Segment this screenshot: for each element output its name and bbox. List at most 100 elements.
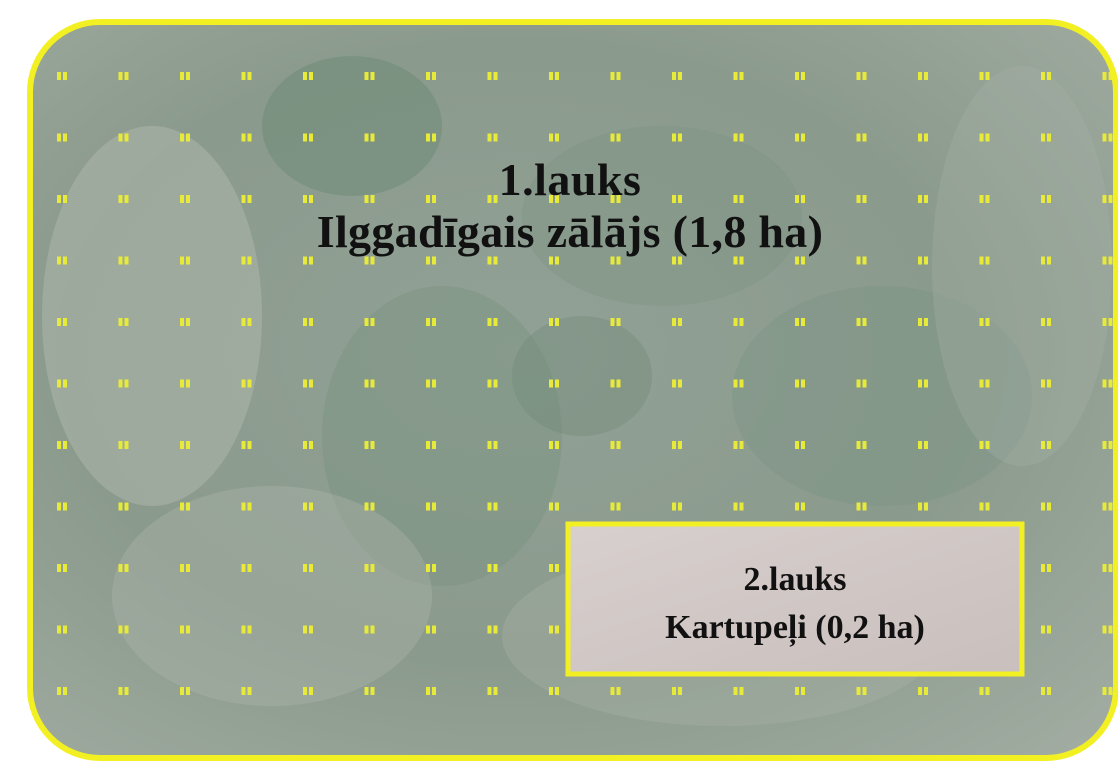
- sample-point-marker: [733, 441, 744, 449]
- sample-point-marker: [795, 379, 805, 388]
- sample-point-marker: [118, 502, 129, 511]
- sample-point-marker: [1102, 687, 1113, 695]
- sample-point-marker: [1041, 133, 1051, 142]
- sample-point-marker: [1102, 379, 1113, 388]
- sample-point-marker: [487, 72, 498, 80]
- sample-point-marker: [672, 379, 682, 388]
- sample-point-marker: [672, 256, 682, 265]
- sample-point-marker: [672, 318, 682, 326]
- sample-point-marker: [549, 256, 559, 265]
- sample-point-marker: [979, 502, 990, 511]
- sample-point-marker: [1041, 687, 1051, 695]
- sample-point-marker: [733, 379, 744, 388]
- sample-point-marker: [364, 687, 375, 695]
- sample-point-marker: [364, 441, 375, 449]
- sample-point-marker: [426, 625, 436, 634]
- sample-point-marker: [241, 256, 252, 265]
- sample-point-marker: [795, 502, 805, 511]
- sample-point-marker: [426, 441, 436, 449]
- sample-point-marker: [1041, 318, 1051, 326]
- sample-point-marker: [549, 318, 559, 326]
- sample-point-marker: [118, 195, 129, 203]
- sample-point-marker: [57, 502, 67, 511]
- sample-point-marker: [487, 441, 498, 449]
- sample-point-marker: [118, 625, 129, 634]
- sample-point-marker: [610, 256, 621, 265]
- sample-point-marker: [487, 564, 498, 572]
- sample-point-marker: [1102, 564, 1113, 572]
- sample-point-marker: [180, 502, 190, 511]
- sample-point-marker: [118, 564, 129, 572]
- sample-point-marker: [856, 318, 867, 326]
- sample-point-marker: [918, 72, 928, 80]
- sample-point-marker: [57, 133, 67, 142]
- sample-point-marker: [918, 256, 928, 265]
- sample-point-marker: [303, 195, 313, 203]
- sample-point-marker: [549, 72, 559, 80]
- sample-point-marker: [364, 318, 375, 326]
- sample-point-marker: [1041, 379, 1051, 388]
- sample-point-marker: [979, 195, 990, 203]
- sample-point-marker: [118, 72, 129, 80]
- sample-point-marker: [918, 687, 928, 695]
- sample-point-marker: [241, 379, 252, 388]
- sample-point-marker: [1102, 625, 1113, 634]
- sample-point-marker: [303, 379, 313, 388]
- sample-point-marker: [180, 441, 190, 449]
- sample-point-marker: [856, 256, 867, 265]
- sample-point-marker: [426, 564, 436, 572]
- sample-point-marker: [672, 687, 682, 695]
- sample-point-marker: [487, 318, 498, 326]
- sample-point-marker: [1102, 133, 1113, 142]
- sample-point-marker: [733, 502, 744, 511]
- sample-point-marker: [1041, 441, 1051, 449]
- sample-point-marker: [303, 564, 313, 572]
- sample-point-marker: [856, 195, 867, 203]
- sample-point-marker: [795, 318, 805, 326]
- sample-point-marker: [918, 379, 928, 388]
- sample-point-marker: [487, 625, 498, 634]
- sample-point-marker: [733, 318, 744, 326]
- sample-point-marker: [303, 502, 313, 511]
- sample-point-marker: [303, 318, 313, 326]
- sample-point-marker: [1041, 564, 1051, 572]
- sample-point-marker: [795, 133, 805, 142]
- sample-point-marker: [364, 502, 375, 511]
- sample-point-marker: [856, 379, 867, 388]
- sample-point-marker: [672, 195, 682, 203]
- sample-point-marker: [303, 133, 313, 142]
- sample-point-marker: [856, 133, 867, 142]
- sample-point-marker: [610, 687, 621, 695]
- sample-point-marker: [118, 133, 129, 142]
- sample-point-marker: [426, 687, 436, 695]
- sample-point-marker: [57, 72, 67, 80]
- sample-point-marker: [180, 256, 190, 265]
- sample-point-marker: [180, 379, 190, 388]
- sample-point-marker: [426, 256, 436, 265]
- sample-point-marker: [918, 441, 928, 449]
- sample-point-marker: [979, 72, 990, 80]
- sample-point-marker: [487, 195, 498, 203]
- sample-point-marker: [1102, 72, 1113, 80]
- sample-point-marker: [426, 379, 436, 388]
- sample-point-marker: [426, 72, 436, 80]
- sample-point-marker: [118, 687, 129, 695]
- sample-point-marker: [795, 441, 805, 449]
- sample-point-marker: [979, 687, 990, 695]
- sample-point-marker: [180, 318, 190, 326]
- sample-point-marker: [241, 133, 252, 142]
- sample-point-marker: [180, 133, 190, 142]
- sample-point-marker: [180, 195, 190, 203]
- field-1-boundary: [27, 19, 1118, 761]
- sample-point-marker: [1102, 502, 1113, 511]
- sample-point-marker: [856, 72, 867, 80]
- sample-point-marker: [241, 318, 252, 326]
- sample-point-marker: [118, 441, 129, 449]
- sample-point-marker: [241, 195, 252, 203]
- sample-point-marker: [795, 256, 805, 265]
- sample-point-marker: [303, 625, 313, 634]
- field-1-label: 1.lauks Ilggadīgais zālājs (1,8 ha): [22, 155, 1118, 257]
- sample-point-marker: [364, 133, 375, 142]
- sample-point-marker: [549, 379, 559, 388]
- sample-point-marker: [1102, 318, 1113, 326]
